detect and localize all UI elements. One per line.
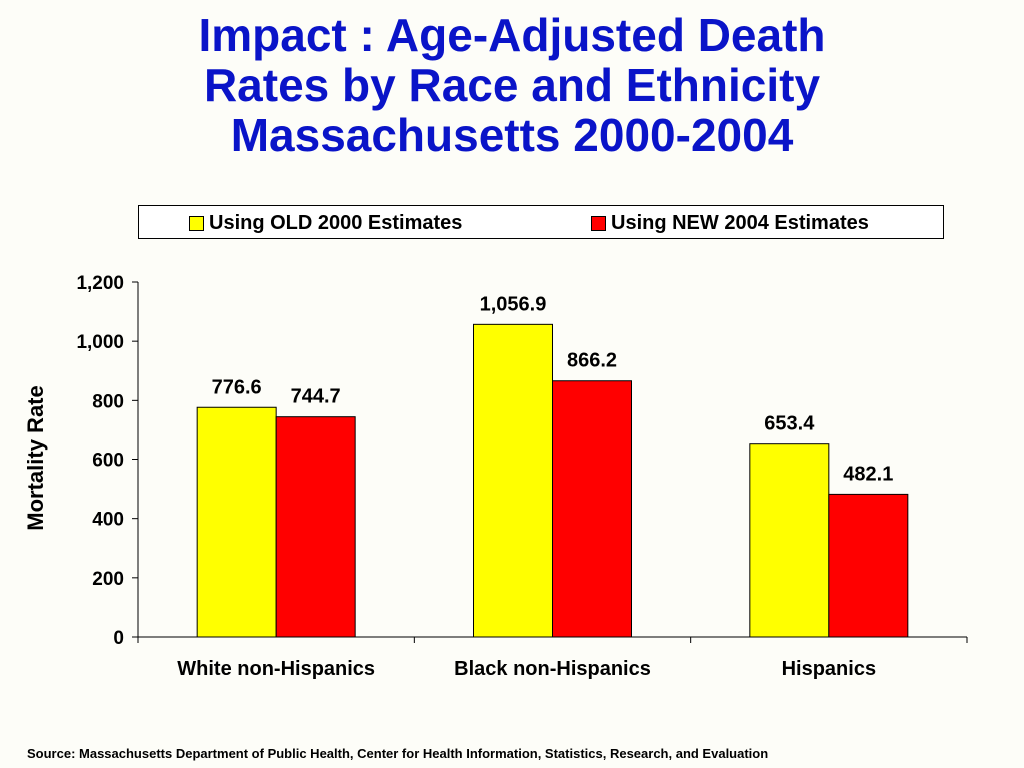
legend-item-new-estimates: Using NEW 2004 Estimates [591, 212, 869, 235]
bar-old [473, 323, 553, 638]
bar-new [552, 380, 632, 638]
x-category-label: White non-Hispanics [177, 658, 375, 680]
legend-label-old: Using OLD 2000 Estimates [209, 212, 463, 234]
y-tick-label: 400 [92, 510, 124, 531]
y-tick-label: 200 [92, 569, 124, 590]
bar-old [196, 406, 277, 638]
x-axis: White non-Hispanics Black non-Hispanics Hi… [137, 636, 968, 680]
legend-swatch-new [591, 216, 606, 231]
chart-title-line-1: Impact : Age-Adjusted Death [198, 9, 826, 61]
chart-legend: Using OLD 2000 Estimates Using NEW 2004 … [138, 205, 944, 239]
bar-value-label: 744.7 [291, 386, 341, 408]
x-category-label: Black non-Hispanics [454, 658, 651, 680]
y-axis: 0 200 400 600 800 1,000 1,200 [76, 273, 139, 649]
legend-item-old-estimates: Using OLD 2000 Estimates [189, 212, 462, 235]
bar-value-label: 653.4 [764, 413, 815, 435]
bar-value-label: 1,056.9 [480, 293, 547, 315]
source-note: Source: Massachusetts Department of Publ… [27, 746, 769, 761]
y-tick-label: 1,200 [76, 273, 124, 294]
y-axis-label: Mortality Rate [23, 385, 48, 530]
legend-swatch-old [189, 216, 204, 231]
bar-new [828, 493, 909, 638]
chart-title: Impact : Age-Adjusted Death Rates by Rac… [0, 10, 1024, 160]
y-tick-label: 600 [92, 451, 124, 472]
x-category-label: Hispanics [782, 658, 876, 680]
bar-old [749, 443, 830, 638]
bars: 776.6 744.7 1,056.9 866.2 653.4 482.1 [196, 293, 909, 638]
bar-value-label: 776.6 [212, 376, 262, 398]
chart-title-line-2: Rates by Race and Ethnicity [203, 59, 821, 111]
y-tick-label: 1,000 [76, 332, 124, 353]
bar-new [275, 416, 356, 638]
bar-value-label: 482.1 [843, 463, 893, 485]
bar-value-label: 866.2 [567, 350, 617, 372]
y-tick-label: 0 [113, 628, 124, 649]
bar-chart: 0 200 400 600 800 1,000 1,200 776.6 744.7 1,056.… [23, 273, 968, 680]
chart-title-line-3: Massachusetts 2000-2004 [230, 109, 794, 161]
legend-label-new: Using NEW 2004 Estimates [611, 212, 869, 234]
y-tick-label: 800 [92, 391, 124, 412]
